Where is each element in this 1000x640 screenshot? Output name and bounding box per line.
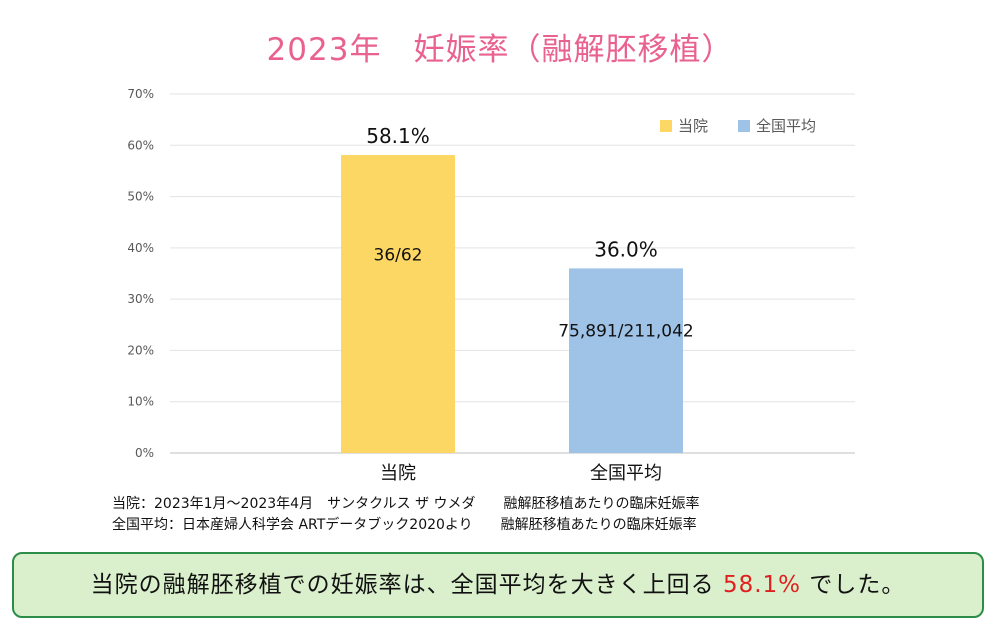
- footnotes: 当院：2023年1月～2023年4月 サンタクルス ザ ウメダ 融解胚移植あたり…: [112, 494, 700, 536]
- y-tick-label: 60%: [127, 138, 154, 152]
- footnote-hospital: 当院：2023年1月～2023年4月 サンタクルス ザ ウメダ 融解胚移植あたり…: [112, 496, 700, 512]
- summary-prefix: 当院の融解胚移植での妊娠率は、全国平均を大きく上回る: [90, 572, 723, 598]
- bar-chart: 0% 10% 20% 30% 40% 50% 60% 70% 58.1% 36/62 当院 36.0%…: [127, 87, 855, 484]
- y-tick-label: 0%: [135, 446, 154, 460]
- footnote-national: 全国平均：日本産婦人科学会 ARTデータブック2020より 融解胚移植あたりの臨…: [112, 517, 697, 533]
- legend-label: 当院: [678, 117, 708, 135]
- bar-2: [569, 268, 683, 453]
- y-tick-label: 40%: [127, 241, 154, 255]
- summary-box: 当院の融解胚移植での妊娠率は、全国平均を大きく上回る 58.1% でした。: [12, 552, 984, 618]
- category-label: 当院: [380, 463, 416, 484]
- legend-label: 全国平均: [756, 117, 816, 135]
- summary-suffix: でした。: [801, 572, 906, 598]
- bar-value-label: 36.0%: [594, 237, 658, 261]
- legend-swatch: [738, 120, 750, 132]
- y-tick-label: 30%: [127, 292, 154, 306]
- bar-inner-label: 75,891/211,042: [558, 321, 694, 341]
- y-tick-label: 70%: [127, 87, 154, 101]
- category-label: 全国平均: [590, 463, 662, 484]
- bar-value-label: 58.1%: [366, 124, 430, 148]
- bar-inner-label: 36/62: [374, 245, 423, 265]
- chart-title: 2023年 妊娠率（融解胚移植）: [266, 32, 734, 68]
- y-tick-label: 10%: [127, 395, 154, 409]
- y-tick-label: 20%: [127, 343, 154, 357]
- summary-highlight: 58.1%: [722, 572, 802, 598]
- legend-swatch: [660, 120, 672, 132]
- y-tick-label: 50%: [127, 190, 154, 204]
- bar-1: [341, 155, 455, 453]
